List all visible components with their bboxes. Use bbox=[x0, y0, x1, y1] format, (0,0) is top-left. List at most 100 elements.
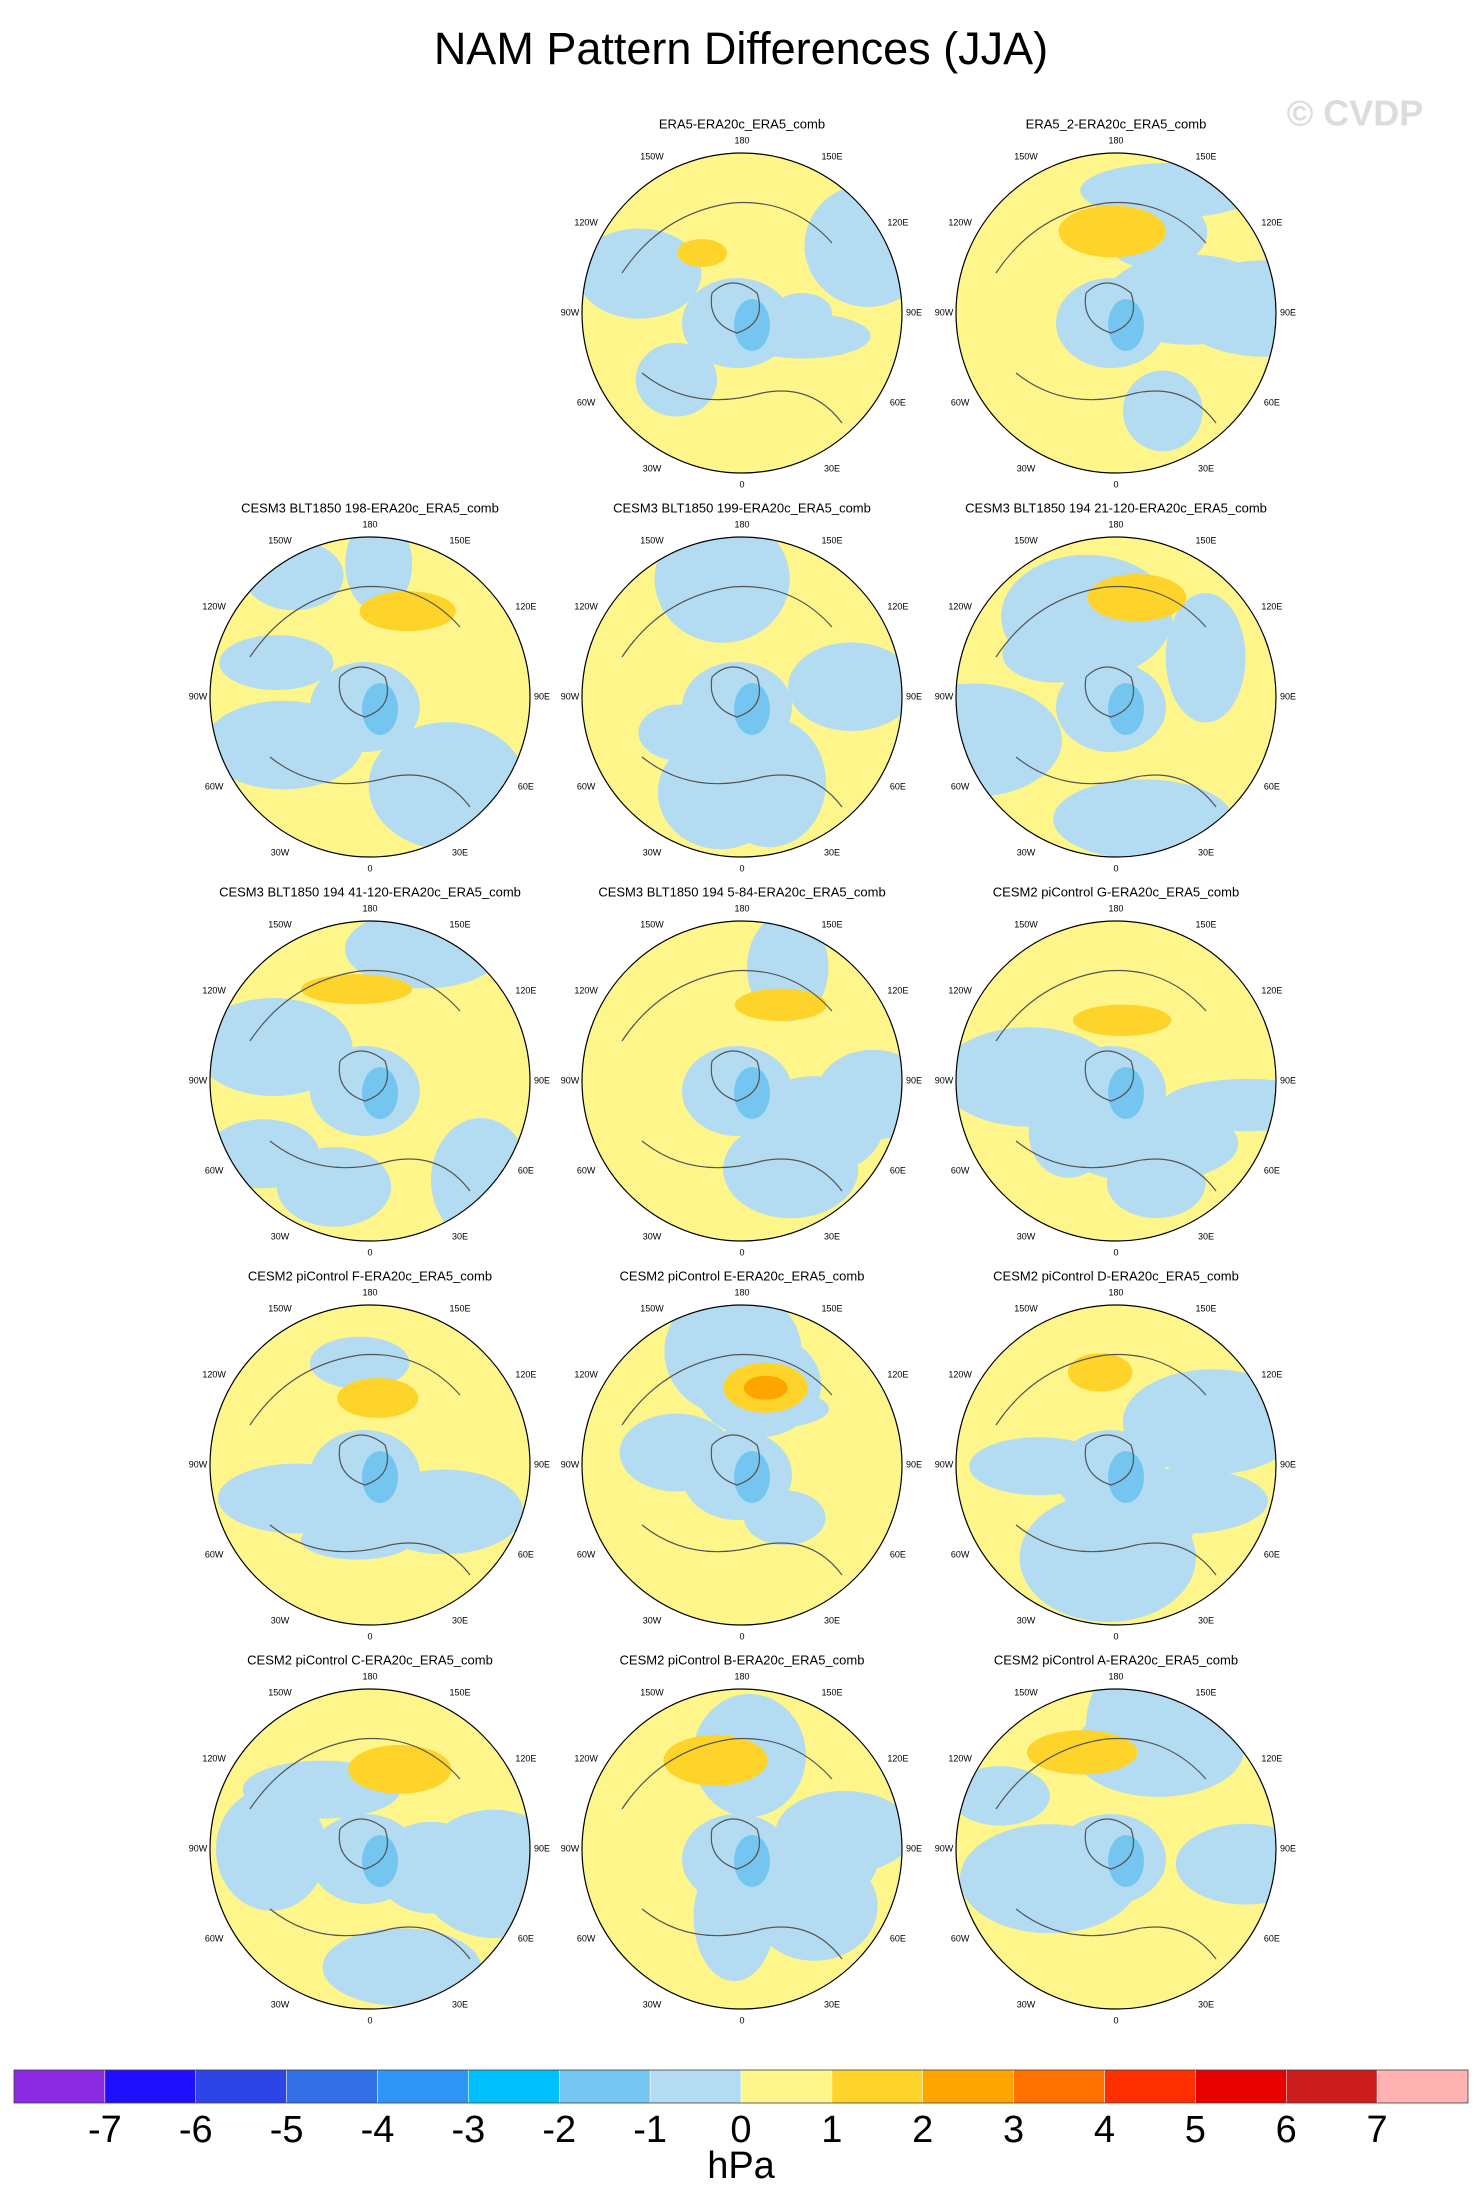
longitude-label: 150E bbox=[449, 535, 470, 545]
longitude-label: 60E bbox=[890, 397, 906, 407]
colorbar-frame bbox=[13, 2069, 1469, 2104]
map-border bbox=[209, 1304, 531, 1626]
longitude-label: 30E bbox=[1198, 1999, 1214, 2009]
longitude-label: 0 bbox=[1113, 479, 1118, 489]
longitude-label: 30E bbox=[1198, 463, 1214, 473]
longitude-label: 150W bbox=[1014, 1303, 1038, 1313]
negative-region bbox=[345, 537, 413, 613]
polar-map: ERA5-ERA20c_ERA5_comb 180 150E 120E 90E 60E 30… bbox=[561, 116, 922, 489]
longitude-label: 150E bbox=[821, 151, 842, 161]
colorbar-segment bbox=[1013, 2069, 1105, 2104]
coastline bbox=[621, 585, 843, 808]
longitude-label: 30W bbox=[643, 1615, 662, 1625]
longitude-label: 120W bbox=[574, 985, 598, 995]
coastline bbox=[995, 969, 1217, 1192]
longitude-label: 90E bbox=[906, 307, 922, 317]
colorbar-segment bbox=[831, 2069, 923, 2104]
longitude-label: 60W bbox=[577, 397, 596, 407]
longitude-label: 120W bbox=[202, 1369, 226, 1379]
positive-region bbox=[1058, 205, 1167, 258]
panel-title: ERA5-ERA20c_ERA5_comb bbox=[659, 116, 825, 131]
negative-region bbox=[582, 228, 702, 319]
longitude-label: 90W bbox=[935, 1075, 954, 1085]
colorbar-segment bbox=[1286, 2069, 1378, 2104]
longitude-label: 30W bbox=[1017, 463, 1036, 473]
map-field bbox=[210, 921, 530, 1241]
panel-title: CESM2 piControl B-ERA20c_ERA5_comb bbox=[620, 1652, 865, 1667]
panel-title: ERA5_2-ERA20c_ERA5_comb bbox=[1026, 116, 1207, 131]
longitude-label: 120E bbox=[887, 1753, 908, 1763]
map-field bbox=[210, 1689, 530, 2009]
longitude-label: 60W bbox=[577, 1165, 596, 1175]
panel-title: CESM3 BLT1850 194 41-120-ERA20c_ERA5_com… bbox=[219, 884, 521, 899]
longitude-label: 120E bbox=[515, 1369, 536, 1379]
longitude-label: 120E bbox=[887, 217, 908, 227]
positive-region bbox=[337, 1378, 419, 1419]
longitude-label: 30E bbox=[824, 1231, 840, 1241]
longitude-label: 120E bbox=[887, 601, 908, 611]
longitude-label: 120E bbox=[887, 985, 908, 995]
longitude-label: 180 bbox=[362, 1671, 377, 1681]
longitude-label: 120E bbox=[1261, 217, 1282, 227]
longitude-label: 90W bbox=[189, 1843, 208, 1853]
map-border bbox=[581, 152, 903, 474]
negative-region bbox=[244, 540, 344, 611]
coastline bbox=[249, 585, 471, 808]
colorbar-tick-label: 5 bbox=[1185, 2109, 1206, 2151]
panel-title: CESM3 BLT1850 194 5-84-ERA20c_ERA5_comb bbox=[598, 884, 885, 899]
longitude-label: 60E bbox=[1264, 781, 1280, 791]
positive-region bbox=[300, 974, 412, 1005]
positive-region bbox=[734, 988, 827, 1022]
longitude-label: 180 bbox=[734, 903, 749, 913]
positive-region bbox=[1087, 573, 1187, 622]
positive-region bbox=[359, 591, 456, 632]
longitude-label: 60E bbox=[890, 1165, 906, 1175]
colorbar-segment bbox=[13, 2069, 106, 2104]
longitude-label: 90E bbox=[906, 1459, 922, 1469]
longitude-label: 30W bbox=[1017, 1999, 1036, 2009]
coastline bbox=[995, 1353, 1217, 1576]
longitude-label: 120W bbox=[948, 1753, 972, 1763]
longitude-label: 90W bbox=[561, 1075, 580, 1085]
longitude-label: 120W bbox=[574, 1753, 598, 1763]
longitude-label: 120E bbox=[1261, 1753, 1282, 1763]
map-border bbox=[581, 1304, 903, 1626]
negative-region bbox=[1165, 592, 1246, 723]
longitude-label: 60E bbox=[1264, 397, 1280, 407]
colorbar-tick-label: 3 bbox=[1003, 2109, 1024, 2151]
longitude-label: 0 bbox=[1113, 1631, 1118, 1641]
longitude-label: 90E bbox=[534, 1075, 550, 1085]
longitude-label: 60W bbox=[951, 397, 970, 407]
longitude-label: 150W bbox=[1014, 535, 1038, 545]
negative-region bbox=[309, 1336, 410, 1389]
longitude-label: 180 bbox=[1108, 903, 1123, 913]
longitude-label: 0 bbox=[1113, 1247, 1118, 1257]
longitude-label: 90W bbox=[935, 1843, 954, 1853]
longitude-label: 0 bbox=[1113, 863, 1118, 873]
polar-map: CESM3 BLT1850 194 5-84-ERA20c_ERA5_comb 1… bbox=[561, 884, 922, 1257]
longitude-label: 30E bbox=[452, 1615, 468, 1625]
negative-region bbox=[1175, 260, 1276, 357]
map-field bbox=[956, 1305, 1276, 1625]
negative-region bbox=[654, 537, 790, 643]
colorbar-segment bbox=[740, 2069, 833, 2104]
longitude-label: 60E bbox=[1264, 1549, 1280, 1559]
longitude-label: 60W bbox=[205, 1549, 224, 1559]
longitude-label: 150W bbox=[640, 151, 664, 161]
longitude-label: 30E bbox=[1198, 1231, 1214, 1241]
longitude-label: 120W bbox=[948, 985, 972, 995]
longitude-label: 180 bbox=[362, 1287, 377, 1297]
longitude-label: 180 bbox=[734, 519, 749, 529]
longitude-label: 90E bbox=[1280, 1843, 1296, 1853]
colorbar-segment bbox=[1376, 2069, 1469, 2104]
positive-region bbox=[348, 1745, 452, 1794]
negative-region bbox=[1053, 779, 1233, 857]
longitude-label: 150E bbox=[821, 1687, 842, 1697]
longitude-label: 30E bbox=[452, 847, 468, 857]
map-border bbox=[955, 152, 1277, 474]
polar-map: CESM2 piControl B-ERA20c_ERA5_comb 180 150… bbox=[561, 1652, 922, 2025]
colorbar-segment bbox=[649, 2069, 742, 2104]
coastline bbox=[621, 1737, 843, 1960]
longitude-label: 90W bbox=[561, 1843, 580, 1853]
colorbar-segment bbox=[377, 2069, 469, 2104]
